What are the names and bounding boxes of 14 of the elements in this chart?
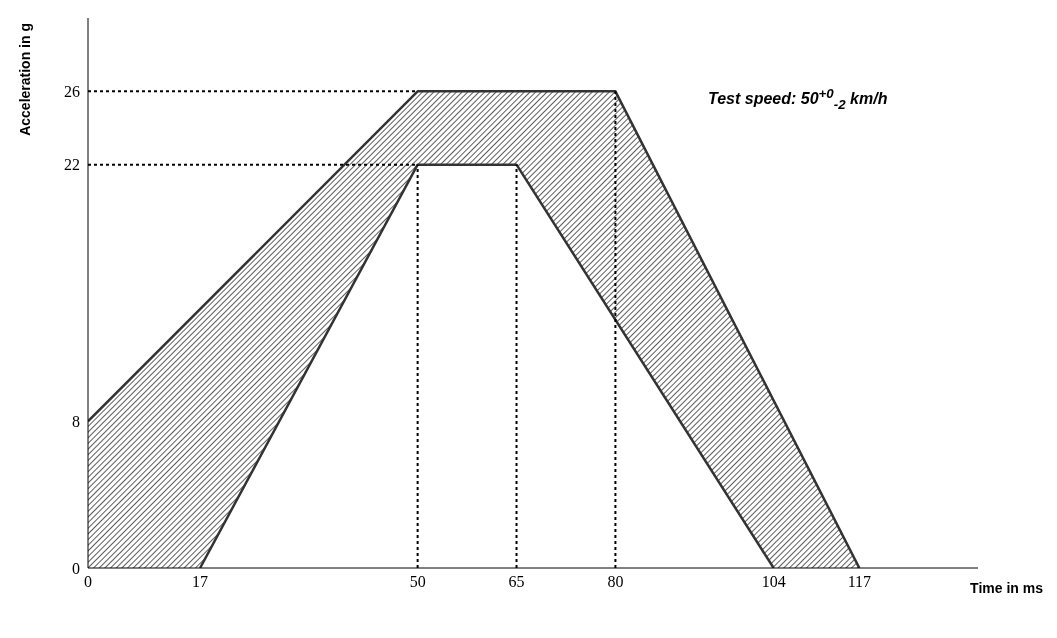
x-tick-label: 65 bbox=[508, 573, 525, 591]
y-tick-label: 26 bbox=[64, 83, 80, 101]
x-tick-label: 50 bbox=[409, 573, 426, 591]
y-axis-title: Acceleration in g bbox=[17, 23, 33, 136]
x-tick-label: 17 bbox=[192, 573, 209, 591]
y-tick-label: 0 bbox=[72, 559, 80, 577]
annotation: Test speed: 50$^{+0}$$_{-2}$ km/h bbox=[708, 86, 888, 112]
y-tick-label: 8 bbox=[72, 413, 80, 431]
y-tick-label: 22 bbox=[64, 156, 80, 174]
x-tick-label: 117 bbox=[847, 573, 872, 591]
x-tick-label: 0 bbox=[84, 573, 92, 591]
x-tick-label: 104 bbox=[761, 573, 786, 591]
x-axis-title: Time in ms bbox=[970, 580, 1044, 596]
x-tick-label: 80 bbox=[607, 573, 624, 591]
